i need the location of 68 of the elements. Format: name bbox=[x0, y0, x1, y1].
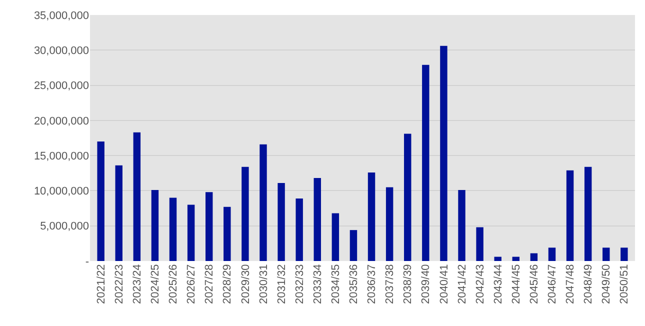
x-tick-label: 2037/38 bbox=[384, 264, 396, 304]
x-tick-label: 2038/39 bbox=[402, 264, 414, 304]
x-tick-label: 2033/34 bbox=[312, 264, 324, 304]
bar bbox=[296, 198, 303, 261]
x-tick-label: 2027/28 bbox=[204, 264, 216, 304]
bar bbox=[566, 170, 574, 261]
bar bbox=[242, 166, 249, 261]
bar bbox=[115, 165, 122, 261]
x-tick-label: 2034/35 bbox=[330, 264, 342, 304]
x-tick-label: 2039/40 bbox=[420, 264, 432, 304]
x-tick-label: 2028/29 bbox=[222, 264, 234, 304]
x-tick-label: 2045/46 bbox=[528, 264, 541, 304]
x-tick-label: 2047/48 bbox=[564, 264, 577, 304]
x-tick-label: 2030/31 bbox=[258, 264, 270, 304]
bar bbox=[332, 213, 340, 261]
x-tick-label: 2050/51 bbox=[618, 264, 631, 304]
bar bbox=[512, 256, 520, 261]
x-tick-label: 2036/37 bbox=[366, 264, 378, 304]
bar bbox=[386, 187, 394, 261]
bar bbox=[368, 172, 376, 261]
bar bbox=[169, 198, 177, 261]
x-tick-label: 2042/43 bbox=[474, 264, 486, 304]
bar bbox=[404, 134, 412, 261]
x-tick-label: 2048/49 bbox=[582, 264, 595, 304]
bar bbox=[97, 142, 104, 261]
x-tick-label: 2032/33 bbox=[294, 264, 306, 304]
y-tick-label: 10,000,000 bbox=[34, 186, 89, 198]
x-tick-label: 2024/25 bbox=[150, 264, 162, 304]
x-tick-label: 2049/50 bbox=[600, 264, 613, 304]
x-tick-label: 2029/30 bbox=[240, 264, 252, 304]
bar bbox=[187, 204, 195, 261]
y-tick-label: 5,000,000 bbox=[40, 220, 89, 233]
x-tick-label: 2022/23 bbox=[113, 264, 126, 304]
x-tick-label: 2046/47 bbox=[546, 264, 559, 304]
bar bbox=[206, 192, 213, 261]
x-tick-label: 2041/42 bbox=[456, 264, 468, 304]
x-tick-label: 2021/22 bbox=[95, 264, 108, 304]
bar bbox=[602, 248, 610, 261]
y-tick-label: - bbox=[85, 256, 90, 268]
y-tick-label: 35,000,000 bbox=[34, 10, 89, 22]
x-tick-label: 2040/41 bbox=[438, 264, 450, 304]
bar bbox=[422, 64, 430, 261]
bar bbox=[133, 132, 141, 261]
bar bbox=[314, 178, 321, 261]
bar bbox=[476, 227, 484, 261]
bar bbox=[584, 166, 592, 261]
bar bbox=[224, 206, 231, 261]
bar bbox=[548, 248, 556, 261]
x-tick-label: 2023/24 bbox=[131, 264, 144, 304]
y-tick-label: 20,000,000 bbox=[34, 115, 89, 128]
y-tick-label: 30,000,000 bbox=[34, 44, 89, 57]
x-tick-label: 2025/26 bbox=[168, 264, 180, 304]
x-tick-label: 2044/45 bbox=[510, 264, 522, 304]
bar bbox=[440, 46, 448, 261]
y-tick-label: 15,000,000 bbox=[34, 150, 89, 162]
bar bbox=[278, 182, 285, 261]
bar bbox=[151, 190, 159, 261]
bar bbox=[350, 230, 358, 261]
x-tick-label: 2035/36 bbox=[348, 264, 360, 304]
x-tick-label: 2026/27 bbox=[186, 264, 198, 304]
bar bbox=[620, 248, 628, 261]
x-tick-label: 2031/32 bbox=[276, 264, 288, 304]
bar bbox=[260, 144, 267, 261]
y-tick-label: 25,000,000 bbox=[34, 80, 89, 92]
bar bbox=[530, 253, 538, 261]
x-tick-label: 2043/44 bbox=[492, 264, 504, 304]
bar bbox=[458, 190, 466, 261]
bar bbox=[494, 256, 502, 261]
